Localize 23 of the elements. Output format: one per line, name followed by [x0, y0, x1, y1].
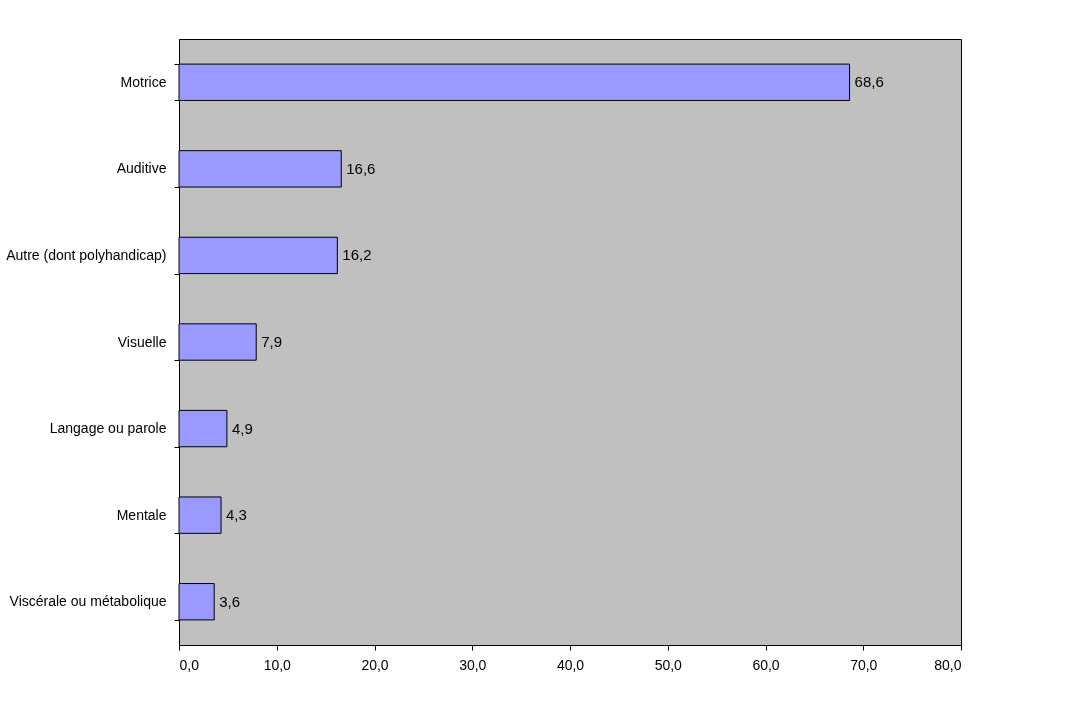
y-tick-label: Visuelle — [117, 333, 167, 350]
data-label: 68,6 — [854, 73, 884, 91]
x-tick-label: 40,0 — [556, 656, 585, 673]
y-tick-label: Viscérale ou métabolique — [9, 593, 167, 610]
x-tick-label: 80,0 — [934, 656, 962, 673]
x-tick-label: 20,0 — [361, 656, 389, 673]
y-tick-label: Autre (dont polyhandicap) — [6, 246, 167, 263]
data-label: 4,3 — [226, 506, 247, 524]
y-tick-label: Langage ou parole — [49, 420, 167, 437]
data-label: 3,6 — [219, 592, 241, 610]
y-tick-label: Motrice — [120, 73, 167, 90]
x-tick-label: 0,0 — [179, 656, 200, 673]
x-tick-label: 10,0 — [263, 656, 292, 673]
x-tick-label: 70,0 — [850, 656, 878, 673]
data-label: 16,2 — [342, 246, 372, 264]
data-label: 4,9 — [231, 419, 253, 437]
data-label: 7,9 — [261, 333, 283, 350]
y-tick-label: Auditive — [116, 160, 167, 177]
x-tick-label: 30,0 — [459, 656, 487, 673]
data-label: 16,6 — [346, 159, 376, 177]
x-tick-label: 50,0 — [654, 656, 683, 673]
y-tick-label: Mentale — [116, 506, 167, 523]
x-tick-label: 60,0 — [752, 656, 780, 673]
